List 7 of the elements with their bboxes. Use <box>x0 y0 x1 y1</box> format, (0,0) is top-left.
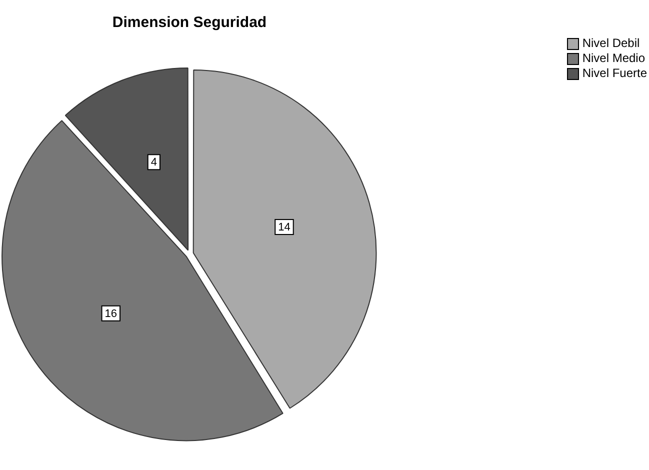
legend-label: Nivel Fuerte <box>582 66 647 81</box>
legend-label: Nivel Medio <box>582 51 646 66</box>
chart-title: Dimension Seguridad <box>112 14 267 32</box>
data-label: 16 <box>104 308 118 320</box>
data-label: 4 <box>150 156 157 169</box>
data-label: 14 <box>278 222 290 234</box>
legend-label: Nivel Debil <box>582 36 640 51</box>
